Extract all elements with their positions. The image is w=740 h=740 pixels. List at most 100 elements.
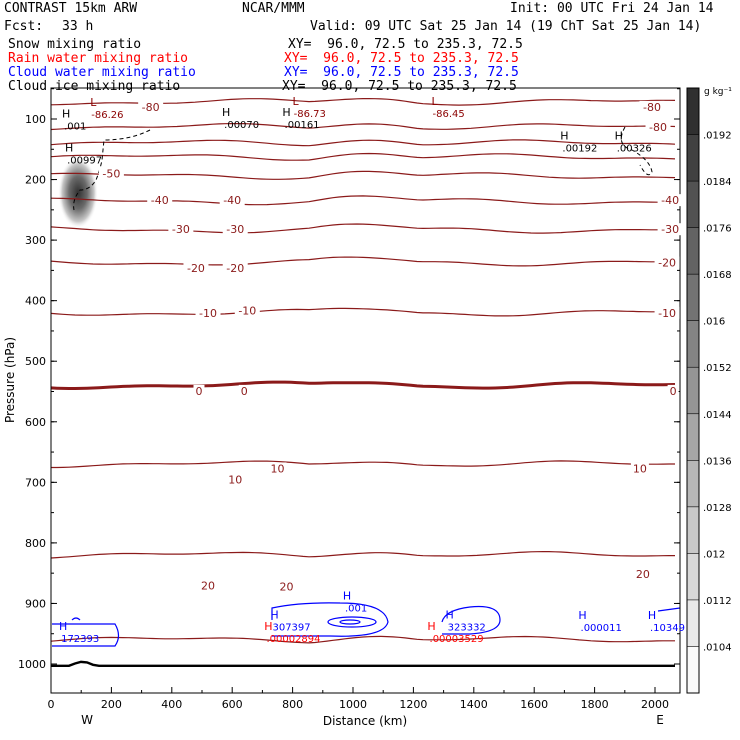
extremum-letter: H (648, 609, 656, 622)
extremum-letter: H (343, 590, 351, 603)
x-tick-label: 200 (101, 698, 122, 711)
extremum-value: -86.45 (433, 109, 465, 120)
contour-label-bg (98, 167, 124, 180)
isotherm-line-m50 (50, 170, 676, 180)
y-tick-label: 600 (25, 416, 46, 429)
contour-label-bg (654, 306, 680, 319)
y-tick-label: 900 (25, 597, 46, 610)
isotherm-line-m80 (50, 123, 676, 131)
colorbar-tick-label: .0144 (703, 410, 732, 421)
colorbar-segment (687, 88, 699, 136)
colorbar-segment (687, 274, 699, 322)
contour-label-bg (268, 462, 287, 475)
extremum-value: .001 (345, 604, 367, 615)
colorbar-tick-label: .0112 (703, 596, 732, 607)
contour-label: 10 (633, 462, 647, 475)
x-tick-label: 600 (222, 698, 243, 711)
contour-label-bg (645, 120, 671, 133)
colorbar-segment (687, 134, 699, 182)
contour-label-bg (195, 306, 221, 319)
extremum-value: .001 (64, 122, 86, 133)
contour-label-bg (219, 194, 245, 207)
contour-label: -10 (199, 307, 217, 320)
colorbar-segment (687, 460, 699, 508)
contour-label-bg (226, 473, 245, 486)
contour-label-bg (667, 384, 679, 397)
colorbar-segment (687, 646, 699, 694)
legend-snow-xy: XY= 96.0, 72.5 to 235.3, 72.5 (288, 37, 523, 52)
fcst-label: Fcst: (4, 19, 44, 34)
y-tick-label: 300 (25, 234, 46, 247)
contour-label-bg (222, 223, 248, 236)
x-tick-label: 1200 (399, 698, 427, 711)
isotherm-line-m60 (50, 152, 676, 161)
extremum-value: 172393 (61, 634, 99, 645)
y-tick-label: 400 (25, 295, 46, 308)
contour-label: -20 (187, 262, 205, 275)
legend-cloudice: Cloud ice mixing ratio (8, 79, 181, 94)
x-axis-label: Distance (km) (323, 714, 407, 728)
contour-label-bg (222, 261, 248, 274)
isotherm-line-30 (50, 635, 675, 644)
extremum-letter: L (431, 95, 438, 108)
snow-maximum-shading (58, 156, 99, 229)
colorbar-tick-label: .0168 (703, 270, 732, 281)
y-tick-label: 700 (25, 476, 46, 489)
contour-label: 0 (241, 385, 248, 398)
contour-label-bg (238, 384, 250, 397)
contour-label-bg (657, 223, 683, 236)
contour-label: 20 (636, 568, 650, 581)
x-tick-label: 0 (48, 698, 55, 711)
contour-label: -20 (658, 257, 676, 270)
y-tick-label: 200 (25, 174, 46, 187)
legend-cloudice-xy: XY= 96.0, 72.5 to 235.3, 72.5 (282, 79, 517, 94)
x-tick-label: 2000 (641, 698, 669, 711)
extremum-value: .00161 (285, 120, 320, 131)
contour-label: -50 (102, 168, 120, 181)
contour-label: 20 (201, 579, 215, 592)
contour-label-bg (654, 256, 680, 269)
contour-label: -40 (223, 194, 241, 207)
contour-label-bg (277, 580, 296, 593)
x-tick-label: 1000 (339, 698, 367, 711)
extremum-letter: H (59, 620, 67, 633)
model-title: CONTRAST 15km ARW (4, 1, 138, 16)
cloudwater-contour (327, 616, 377, 628)
extremum-value: .00326 (617, 143, 652, 154)
y-tick-label: 800 (25, 537, 46, 550)
extremum-value: .00997 (67, 156, 102, 167)
extremum-value: -86.73 (294, 109, 326, 120)
contour-label: 10 (228, 473, 242, 486)
legend-rain: Rain water mixing ratio (8, 51, 189, 66)
contour-label: -20 (226, 262, 244, 275)
extremum-letter: H (222, 106, 230, 119)
isotherm-line-m10 (50, 307, 676, 317)
colorbar-segment (687, 413, 699, 461)
extremum-letter: H (62, 108, 70, 121)
snow-contour-dashed (73, 129, 151, 211)
contour-label: -30 (661, 223, 679, 236)
extremum-letter: H (578, 609, 586, 622)
contour-label-bg (199, 579, 218, 592)
contour-label-bg (234, 304, 260, 317)
colorbar-segment (687, 599, 699, 647)
snow-contour-dashed-right (620, 126, 653, 176)
cloudwater-contour (52, 623, 120, 647)
isotherm-line-0 (50, 380, 676, 390)
contour-label: -80 (649, 121, 667, 134)
cloudwater-contour (71, 617, 81, 621)
extremum-letter: H (270, 608, 278, 621)
contour-label: -80 (142, 101, 160, 114)
extremum-letter: H (65, 142, 73, 155)
contour-label: -10 (238, 304, 256, 317)
colorbar-segment (687, 181, 699, 229)
extremum-letter: H (615, 129, 623, 142)
contour-label-bg (633, 567, 652, 580)
colorbar-tick-label: .0136 (703, 456, 732, 467)
cloudwater-contour (441, 605, 501, 635)
cloudwater-contour (339, 619, 361, 625)
contour-label-bg (657, 194, 683, 207)
extremum-letter: H (264, 620, 272, 633)
colorbar-tick-label: .0176 (703, 224, 732, 235)
